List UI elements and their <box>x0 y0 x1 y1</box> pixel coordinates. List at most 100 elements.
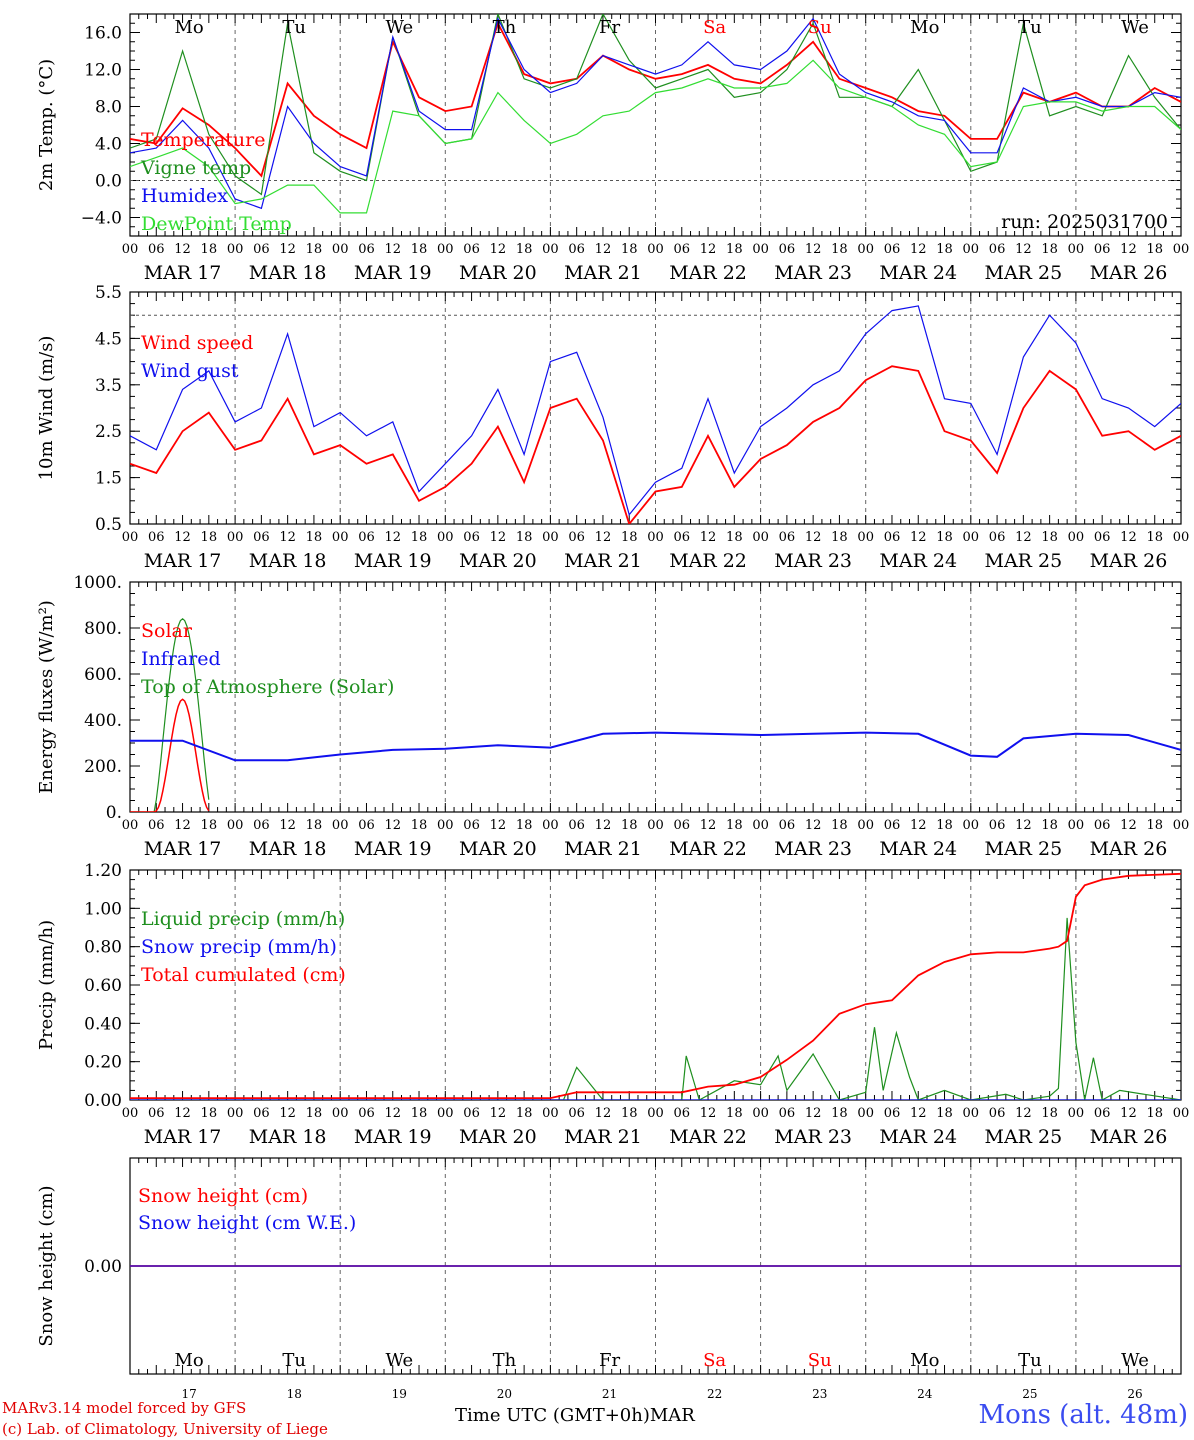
y-axis-label: Precip (mm/h) <box>36 920 57 1050</box>
legend-entry: DewPoint Temp <box>141 213 292 235</box>
day-number-label: 17 <box>181 1387 196 1401</box>
y-tick-label: 600. <box>84 665 122 685</box>
x-hour-label: 12 <box>805 818 822 833</box>
x-hour-label: 00 <box>437 818 454 833</box>
x-hour-label: 18 <box>1041 530 1058 545</box>
panel-2: 0.5 1.5 2.5 3.5 4.5 5.5 10m Wind (m/s) Wind spe… <box>36 283 1189 572</box>
x-hour-label: 18 <box>1146 818 1163 833</box>
x-hour-label: 00 <box>647 242 664 257</box>
series-total-cumulated-cm- <box>130 872 1181 1099</box>
series-vigne-temp <box>130 14 1181 196</box>
x-axis-title-text: Time UTC (GMT+0h) <box>455 1405 650 1426</box>
x-hour-label: 18 <box>1146 242 1163 257</box>
x-date-label: MAR 23 <box>774 838 852 860</box>
panel-4: 0.00 0.20 0.40 0.60 0.80 1.00 1.20 Precip (mm/h… <box>36 861 1189 1148</box>
x-hour-label: 12 <box>595 818 612 833</box>
weekday-label: Tu <box>282 1350 306 1371</box>
station-label: Mons (alt. 48m) <box>978 1400 1188 1430</box>
x-date-label: MAR 19 <box>354 262 432 284</box>
x-date-label: MAR 22 <box>669 1126 747 1148</box>
x-hour-label: 18 <box>306 530 323 545</box>
y-tick-label: 1.5 <box>95 469 122 489</box>
x-hour-label: 00 <box>1068 1106 1085 1121</box>
x-date-label: MAR 26 <box>1090 1126 1168 1148</box>
x-date-label: MAR 25 <box>984 550 1062 572</box>
x-hour-label: 06 <box>989 242 1006 257</box>
legend-entry: Temperature <box>141 129 265 151</box>
weekday-label: Tu <box>1018 17 1042 38</box>
x-hour-label: 18 <box>621 1106 638 1121</box>
x-hour-label: 18 <box>936 242 953 257</box>
y-tick-label: 2.5 <box>95 422 122 442</box>
x-hour-label: 18 <box>726 1106 743 1121</box>
weekday-label: Su <box>808 1350 832 1371</box>
x-hour-label: 12 <box>700 818 717 833</box>
x-hour-label: 00 <box>227 1106 244 1121</box>
x-date-label: MAR 23 <box>774 550 852 572</box>
series-solar <box>130 698 210 812</box>
x-hour-label: 18 <box>306 1106 323 1121</box>
y-tick-label: 5.5 <box>95 283 122 303</box>
y-tick-label: 4.0 <box>95 135 122 155</box>
x-hour-label: 18 <box>516 818 533 833</box>
x-hour-label: 12 <box>805 242 822 257</box>
x-hour-label: 12 <box>1120 1106 1137 1121</box>
credit-line-2: (c) Lab. of Climatology, University of L… <box>2 1420 328 1438</box>
day-number-label: 23 <box>812 1387 827 1401</box>
x-date-label: MAR 25 <box>984 262 1062 284</box>
x-hour-label: 12 <box>174 242 191 257</box>
x-hour-label: 00 <box>437 1106 454 1121</box>
x-hour-label: 12 <box>174 530 191 545</box>
x-date-label: MAR 22 <box>669 262 747 284</box>
y-axis-label: Energy fluxes (W/m²) <box>36 600 57 794</box>
x-hour-label: 06 <box>884 818 901 833</box>
x-date-label: MAR 21 <box>564 550 642 572</box>
x-date-label: MAR 17 <box>144 550 222 572</box>
x-date-label: MAR 20 <box>459 262 537 284</box>
series-temperature <box>130 20 1181 178</box>
x-date-label: MAR 17 <box>144 838 222 860</box>
x-hour-label: 00 <box>227 242 244 257</box>
x-date-label: MAR 18 <box>249 262 327 284</box>
x-date-label: MAR 18 <box>249 1126 327 1148</box>
x-date-label: MAR 19 <box>354 1126 432 1148</box>
series-dewpoint-temp <box>130 59 1181 214</box>
day-number-label: 25 <box>1022 1387 1037 1401</box>
x-hour-label: 18 <box>411 530 428 545</box>
x-date-label: MAR 20 <box>459 838 537 860</box>
x-date-label: MAR 17 <box>144 262 222 284</box>
x-date-label: MAR 22 <box>669 838 747 860</box>
x-date-label: MAR 21 <box>564 838 642 860</box>
x-hour-label: 18 <box>411 818 428 833</box>
x-hour-label: 18 <box>306 818 323 833</box>
x-hour-label: 18 <box>516 242 533 257</box>
x-hour-label: 06 <box>779 242 796 257</box>
x-hour-label: 00 <box>647 530 664 545</box>
y-tick-label: 3.5 <box>95 376 122 396</box>
x-date-label: MAR 26 <box>1090 550 1168 572</box>
x-hour-label: 06 <box>1094 818 1111 833</box>
x-hour-label: 18 <box>411 1106 428 1121</box>
x-hour-label: 06 <box>674 1106 691 1121</box>
x-date-label: MAR 24 <box>879 838 957 860</box>
x-hour-label: 18 <box>621 530 638 545</box>
x-hour-label: 06 <box>463 818 480 833</box>
x-hour-label: 12 <box>595 1106 612 1121</box>
x-hour-label: 00 <box>542 242 559 257</box>
x-hour-label: 12 <box>279 242 296 257</box>
y-tick-label: 1.00 <box>84 899 122 919</box>
x-date-label: MAR 24 <box>879 1126 957 1148</box>
series-wind-speed <box>130 365 1181 524</box>
x-hour-label: 06 <box>1094 1106 1111 1121</box>
x-hour-label: 12 <box>490 530 507 545</box>
x-hour-label: 18 <box>936 530 953 545</box>
x-hour-label: 00 <box>332 530 349 545</box>
x-hour-label: 12 <box>700 242 717 257</box>
x-hour-label: 00 <box>857 818 874 833</box>
weekday-label: Mo <box>910 1350 939 1371</box>
x-hour-label: 06 <box>463 242 480 257</box>
x-date-label: MAR 26 <box>1090 838 1168 860</box>
x-date-label: MAR 21 <box>564 1126 642 1148</box>
day-number-label: 19 <box>392 1387 407 1401</box>
